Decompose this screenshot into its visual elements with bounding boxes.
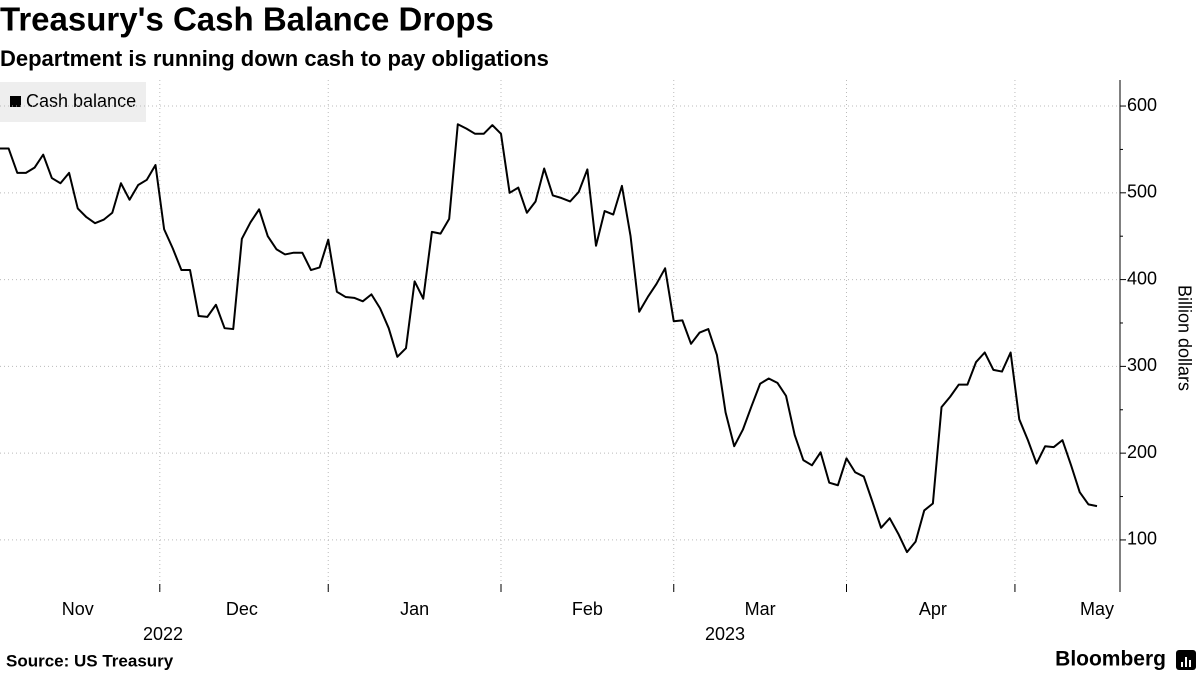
x-tick-label: May [1080, 599, 1114, 619]
x-tick-label: Jan [400, 599, 429, 619]
chart-title: Treasury's Cash Balance Drops [0, 1, 494, 38]
y-tick-label: 400 [1127, 268, 1157, 288]
x-tick-label: Feb [572, 599, 603, 619]
y-tick-label: 200 [1127, 442, 1157, 462]
y-tick-label: 500 [1127, 182, 1157, 202]
legend-label: Cash balance [26, 91, 136, 111]
x-year-label: 2022 [143, 624, 183, 644]
line-series [0, 123, 1098, 554]
y-axis-label: Billion dollars [1174, 285, 1194, 391]
legend-swatch [10, 96, 21, 107]
x-tick-label: Dec [226, 599, 258, 619]
y-tick-label: 300 [1127, 355, 1157, 375]
y-tick-label: 100 [1127, 529, 1157, 549]
brand-icon [1176, 650, 1196, 670]
brand: Bloomberg [1055, 648, 1166, 671]
x-year-label: 2023 [705, 624, 745, 644]
y-tick-label: 600 [1127, 95, 1157, 115]
source: Source: US Treasury [6, 651, 174, 670]
legend-box [0, 82, 146, 122]
x-tick-label: Mar [745, 599, 776, 619]
x-tick-label: Nov [62, 599, 94, 619]
x-tick-label: Apr [919, 599, 947, 619]
chart-subtitle: Department is running down cash to pay o… [0, 46, 549, 71]
